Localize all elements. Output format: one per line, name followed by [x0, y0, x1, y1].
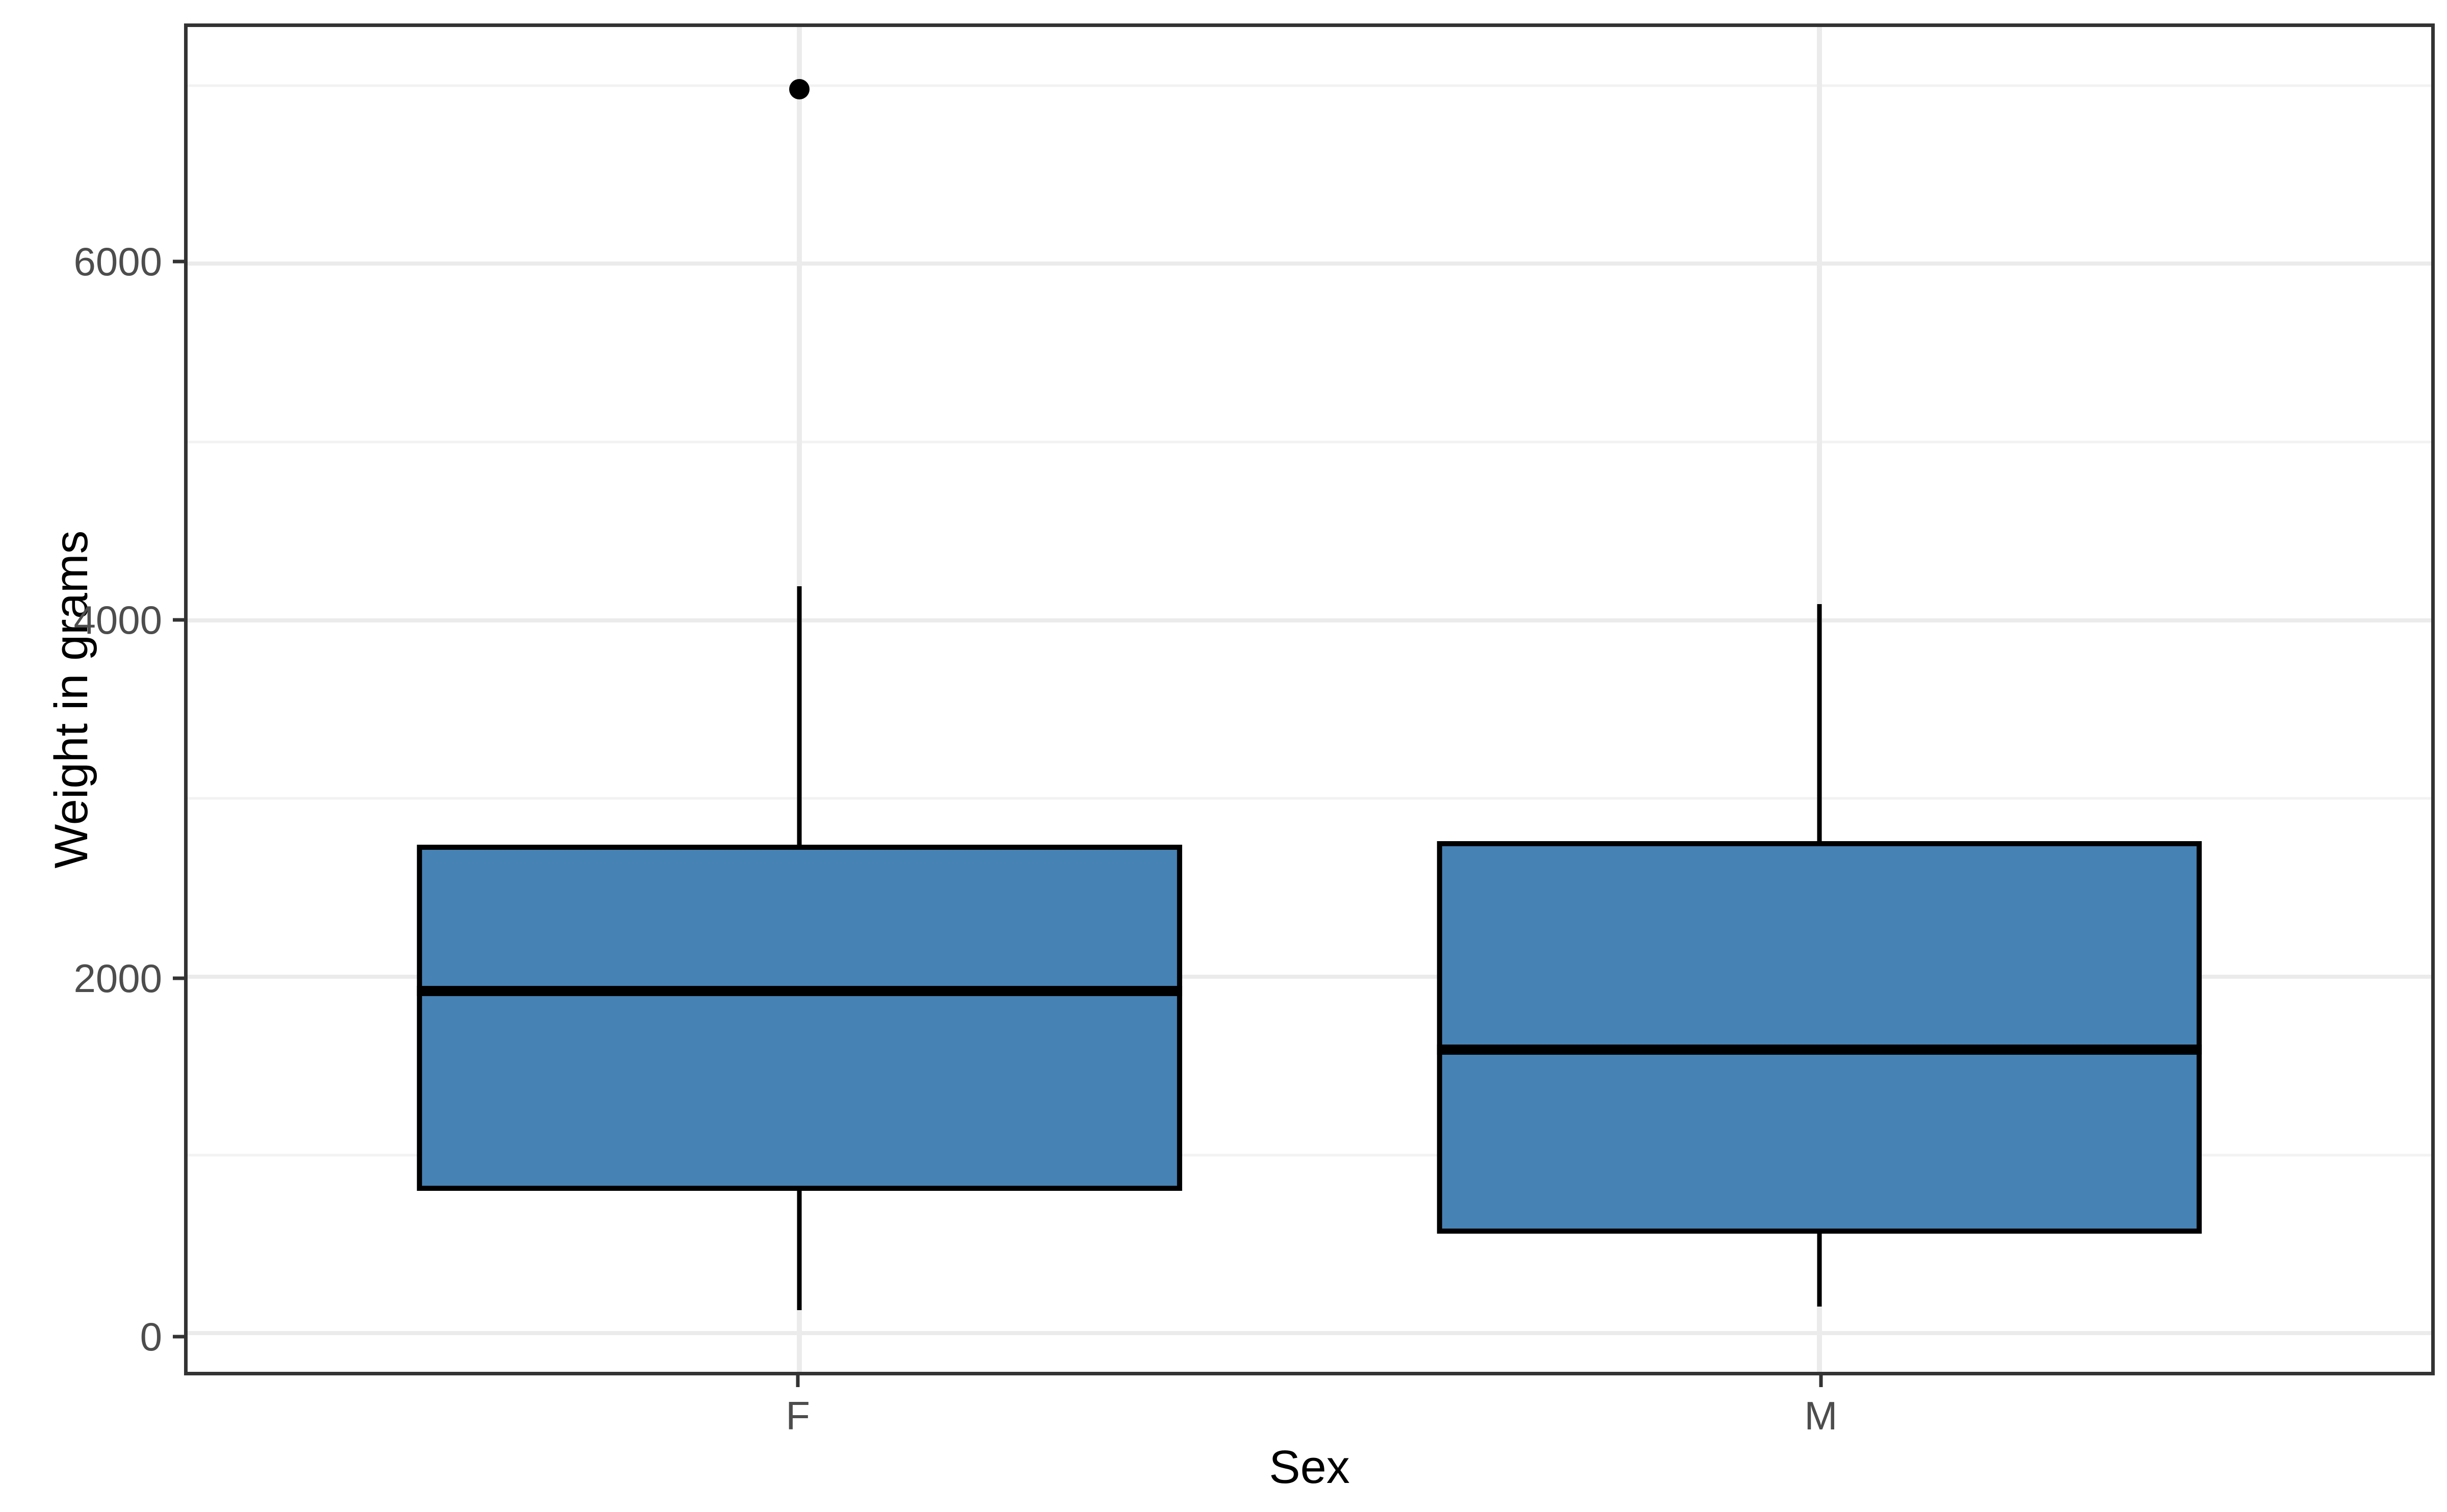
- plot-panel-inner: [188, 27, 2431, 1372]
- minor-gridline: [188, 797, 2431, 800]
- y-tick-label: 4000: [73, 597, 162, 642]
- x-tick-label: M: [1804, 1393, 1838, 1438]
- y-tick-label: 0: [140, 1314, 162, 1360]
- x-tick-mark: [1819, 1375, 1823, 1387]
- major-gridline: [188, 618, 2431, 622]
- y-tick-mark: [173, 1335, 184, 1339]
- iqr-box: [1437, 841, 2202, 1234]
- major-gridline: [188, 975, 2431, 979]
- y-tick-mark: [173, 976, 184, 980]
- minor-gridline: [188, 1154, 2431, 1157]
- x-tick-label: F: [786, 1393, 810, 1438]
- upper-whisker: [1817, 604, 1822, 842]
- y-tick-mark: [173, 618, 184, 622]
- y-tick-mark: [173, 259, 184, 264]
- y-tick-label: 2000: [73, 955, 162, 1001]
- iqr-box: [417, 845, 1182, 1191]
- x-axis-title: Sex: [1269, 1441, 1350, 1493]
- median-line: [1437, 1045, 2202, 1055]
- median-line: [417, 986, 1182, 997]
- y-tick-label: 6000: [73, 239, 162, 284]
- minor-gridline: [188, 440, 2431, 444]
- lower-whisker: [797, 1190, 802, 1310]
- major-gridline: [188, 262, 2431, 266]
- major-gridline: [188, 1331, 2431, 1336]
- minor-gridline: [188, 84, 2431, 87]
- plot-panel: [184, 23, 2435, 1375]
- y-axis-title: Weight in grams: [45, 530, 97, 869]
- outlier-point: [789, 79, 810, 99]
- x-tick-mark: [796, 1375, 800, 1387]
- lower-whisker: [1817, 1233, 1822, 1307]
- upper-whisker: [797, 586, 802, 845]
